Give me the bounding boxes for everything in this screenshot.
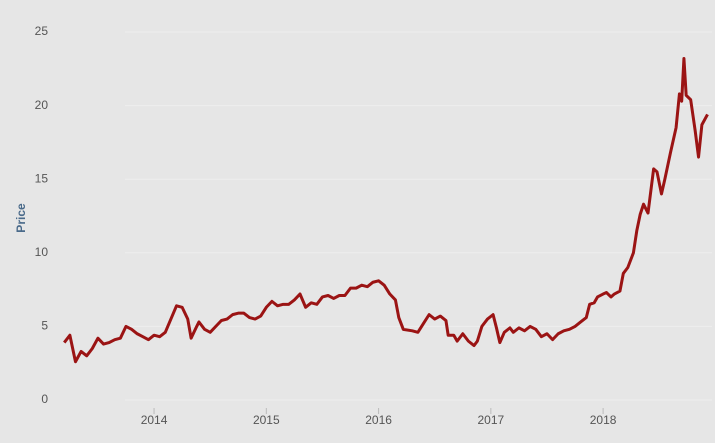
x-tick-label: 2015 xyxy=(253,413,280,427)
y-tick-label: 0 xyxy=(41,392,48,406)
x-tick-label: 2014 xyxy=(141,413,168,427)
y-axis-label: Price xyxy=(14,203,28,233)
y-tick-label: 10 xyxy=(35,245,49,259)
y-tick-label: 5 xyxy=(41,319,48,333)
x-tick-label: 2016 xyxy=(365,413,392,427)
y-tick-label: 15 xyxy=(35,171,49,185)
x-tick-label: 2017 xyxy=(477,413,504,427)
y-tick-label: 20 xyxy=(35,98,49,112)
line-series xyxy=(63,56,709,364)
y-tick-label: 25 xyxy=(35,24,49,38)
x-tick-label: 2018 xyxy=(590,413,617,427)
